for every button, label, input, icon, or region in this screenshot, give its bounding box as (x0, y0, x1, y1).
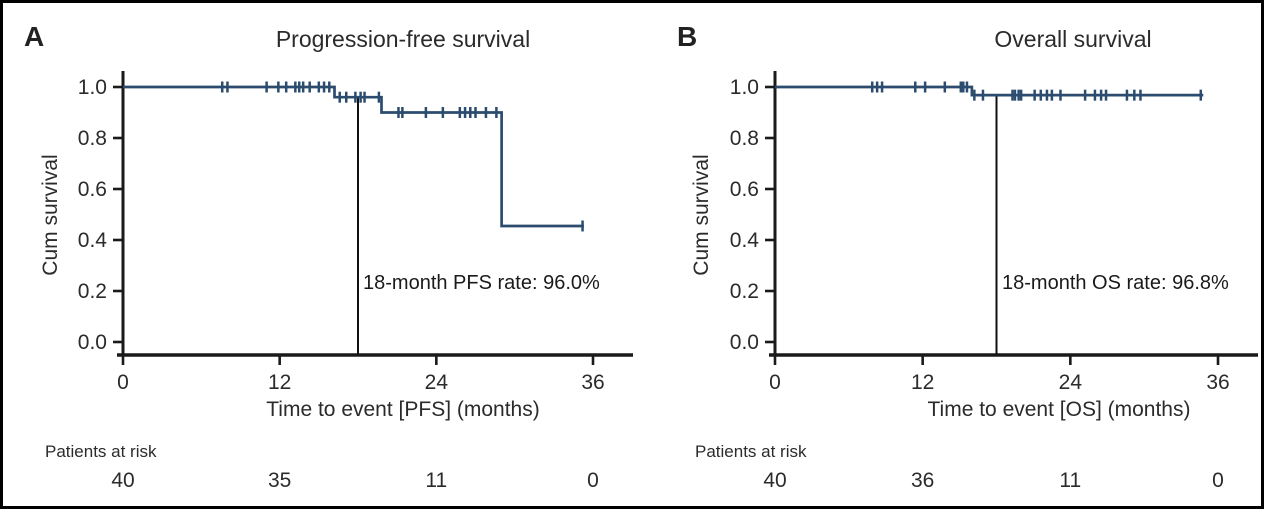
panel-b-letter: B (677, 21, 698, 52)
y-tick-label-os: 0.4 (730, 229, 760, 252)
panel-a-x-axis-title: Time to event [PFS] (months) (266, 398, 540, 421)
km-curve-os (775, 85, 1204, 97)
panel-a-rate-annotation: 18-month PFS rate: 96.0% (363, 272, 600, 294)
panel-a-patients-at-risk-label: Patients at risk (45, 442, 157, 461)
y-tick-label-os: 0.2 (730, 280, 759, 303)
panel-b-y-axis-title: Cum survival (690, 154, 713, 276)
panel-b-patients-at-risk-label: Patients at risk (695, 442, 807, 461)
y-tick-label-os: 1.0 (730, 76, 759, 99)
risk-count-os: 40 (763, 469, 787, 492)
panel-a-title: Progression-free survival (275, 26, 531, 52)
y-tick-label-pfs: 0.2 (78, 280, 107, 303)
x-tick-label-os: 12 (911, 371, 934, 394)
risk-count-pfs: 35 (267, 469, 292, 492)
y-tick-label-pfs: 0.0 (78, 331, 107, 354)
panel-b-x-axis-title: Time to event [OS] (months) (927, 398, 1191, 421)
x-tick-label-os: 24 (1059, 371, 1083, 394)
panel-b-rate-annotation: 18-month OS rate: 96.8% (1002, 272, 1229, 294)
risk-count-pfs: 40 (111, 469, 135, 492)
panel-a-y-axis-title: Cum survival (39, 154, 62, 276)
km-curve-pfs (123, 85, 584, 228)
x-tick-label-os: 0 (769, 371, 781, 394)
x-tick-label-pfs: 24 (425, 371, 449, 394)
risk-count-os: 36 (910, 469, 935, 492)
km-plot-canvas: 0 12 24 36 1.0 0.8 0.6 0.4 0.2 0.0 0 12 24 36 1.0 0.8 0.… (78, 71, 1258, 394)
panel-b-title: Overall survival (994, 26, 1152, 52)
y-tick-label-pfs: 0.4 (78, 229, 108, 252)
y-tick-label-os: 0.6 (730, 178, 759, 201)
risk-count-pfs: 0 (587, 469, 599, 492)
x-tick-label-pfs: 36 (581, 371, 604, 394)
x-tick-label-os: 36 (1206, 371, 1229, 394)
risk-count-os: 0 (1212, 469, 1224, 492)
y-tick-label-pfs: 1.0 (78, 76, 107, 99)
risk-count-pfs: 11 (425, 469, 448, 492)
y-tick-label-os: 0.8 (730, 127, 759, 150)
x-tick-label-pfs: 0 (117, 371, 129, 394)
panel-a-letter: A (24, 21, 45, 52)
y-tick-label-pfs: 0.8 (78, 127, 107, 150)
x-tick-label-pfs: 12 (268, 371, 291, 394)
risk-count-os: 11 (1059, 469, 1082, 492)
y-tick-label-os: 0.0 (730, 331, 759, 354)
y-tick-label-pfs: 0.6 (78, 178, 107, 201)
